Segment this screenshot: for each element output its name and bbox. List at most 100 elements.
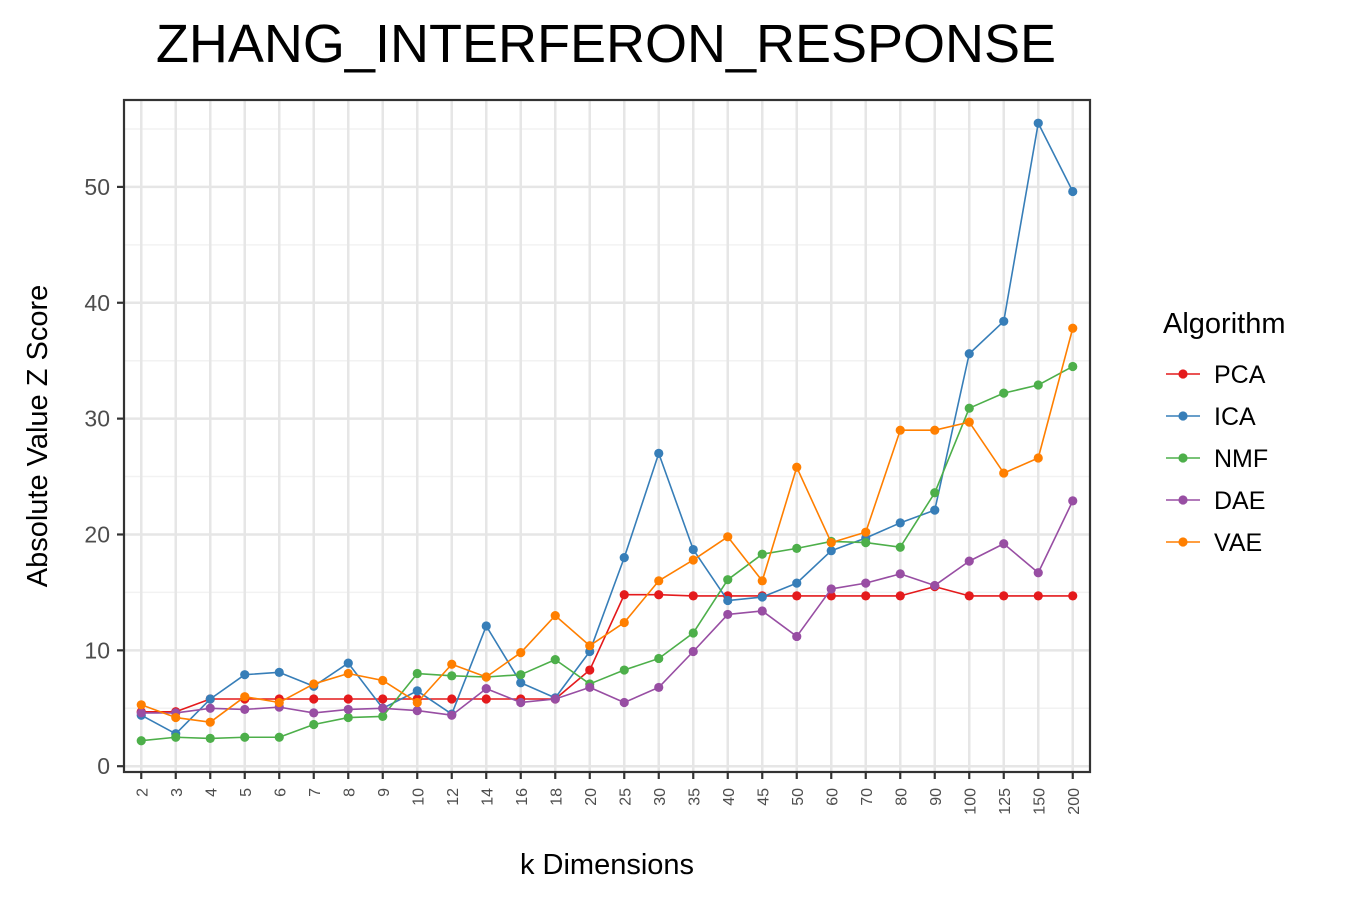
series-line-vae [140, 328, 1074, 723]
legend-label: NMF [1214, 445, 1268, 473]
data-point-pca [861, 591, 871, 601]
data-point-dae [378, 703, 388, 713]
y-tick-label: 40 [84, 290, 110, 316]
data-point-dae [412, 705, 422, 716]
series-nmf [136, 361, 1078, 746]
data-point-dae [447, 710, 457, 720]
data-point-nmf [1033, 380, 1043, 390]
legend-item-dae: DAE [1166, 487, 1265, 515]
data-point-nmf [619, 665, 629, 675]
x-tick-label: 20 [583, 788, 600, 806]
data-point-vae [999, 468, 1009, 478]
data-point-dae [516, 697, 526, 708]
data-point-nmf [688, 628, 698, 638]
data-point-vae [585, 641, 595, 651]
x-tick-label: 50 [790, 788, 807, 806]
data-point-vae [1033, 453, 1043, 463]
x-tick-label: 6 [272, 788, 289, 797]
x-tick-label: 40 [721, 788, 738, 806]
series-vae [136, 323, 1078, 727]
data-point-vae [550, 610, 560, 621]
data-point-dae [757, 606, 767, 616]
data-point-nmf [757, 549, 767, 559]
data-point-nmf [550, 655, 560, 665]
data-point-ica [654, 448, 664, 458]
data-point-pca [688, 591, 698, 601]
x-tick-label: 80 [893, 788, 910, 806]
series-line-ica [140, 122, 1074, 735]
data-point-pca [1068, 591, 1078, 601]
data-point-pca [447, 694, 457, 704]
series-dae [136, 496, 1078, 720]
x-tick-label: 2 [134, 788, 151, 797]
x-tick-label: 16 [514, 788, 531, 806]
data-point-vae [309, 679, 319, 689]
x-tick-label: 4 [203, 788, 220, 797]
x-tick-label: 60 [824, 788, 841, 806]
data-point-pca [895, 591, 905, 601]
data-point-dae [1033, 568, 1043, 578]
data-point-pca [343, 694, 353, 704]
data-point-vae [240, 692, 250, 702]
data-point-pca [1033, 591, 1043, 601]
legend-label: DAE [1214, 487, 1265, 515]
x-axis-title: k Dimensions [520, 849, 694, 881]
data-point-nmf [999, 388, 1009, 398]
data-point-ica [792, 578, 802, 588]
data-point-dae [550, 694, 560, 704]
data-point-vae [757, 576, 767, 586]
chart-title: ZHANG_INTERFERON_RESPONSE [156, 14, 1056, 74]
data-point-vae [447, 659, 457, 669]
data-point-nmf [412, 668, 422, 679]
data-point-vae [205, 717, 215, 727]
x-tick-label: 35 [686, 788, 703, 806]
series-line-pca [141, 585, 1073, 713]
x-tick-label: 125 [997, 788, 1014, 815]
data-point-ica [964, 349, 974, 359]
data-point-pca [481, 694, 491, 704]
x-tick-label: 30 [652, 788, 669, 806]
grid-layer [124, 100, 1090, 772]
legend: Algorithm PCA ICA NMF DAE VAE [1163, 308, 1286, 557]
data-point-ica [1033, 118, 1043, 128]
data-point-ica [619, 553, 629, 563]
x-tick-label: 3 [169, 788, 186, 797]
legend-key-point [1178, 369, 1188, 379]
data-point-pca [826, 591, 836, 601]
data-point-dae [240, 704, 250, 715]
data-point-dae [205, 703, 215, 713]
legend-key-point [1178, 495, 1188, 505]
data-point-vae [481, 672, 491, 682]
legend-key-point [1178, 453, 1188, 463]
data-point-ica [240, 670, 250, 680]
data-point-pca [999, 591, 1009, 601]
data-point-ica [688, 544, 698, 555]
data-point-dae [826, 584, 836, 594]
data-point-dae [895, 569, 905, 579]
y-tick-label: 30 [84, 406, 110, 432]
data-point-pca [585, 665, 595, 675]
data-point-dae [964, 556, 974, 566]
x-tick-label: 5 [238, 788, 255, 797]
data-point-vae [723, 532, 733, 542]
data-point-dae [861, 578, 871, 588]
data-point-vae [343, 668, 353, 679]
data-point-ica [930, 505, 940, 515]
y-tick-label: 10 [84, 637, 110, 663]
legend-title: Algorithm [1163, 308, 1286, 340]
x-tick-label: 200 [1066, 788, 1083, 815]
data-point-pca [619, 590, 629, 600]
data-point-vae [895, 425, 905, 435]
data-point-nmf [240, 732, 250, 742]
x-tick-label: 45 [755, 788, 772, 806]
data-point-nmf [343, 712, 353, 723]
series-line-dae [141, 500, 1074, 717]
data-point-nmf [723, 575, 733, 585]
data-point-ica [343, 658, 353, 668]
data-point-ica [895, 518, 905, 528]
data-point-nmf [895, 542, 905, 552]
data-point-dae [136, 708, 146, 718]
x-tick-label: 18 [548, 788, 565, 806]
